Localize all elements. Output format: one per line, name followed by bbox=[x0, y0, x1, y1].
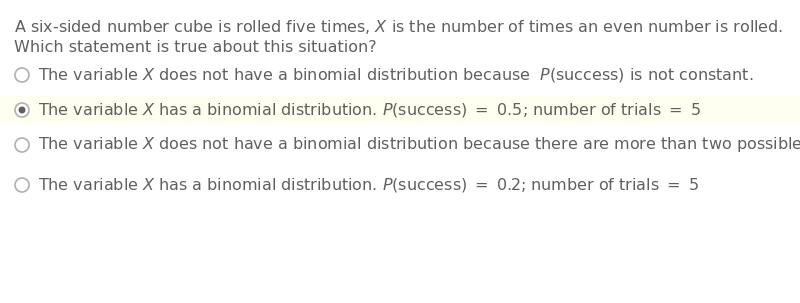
Text: The variable $\it{X}$ does not have a binomial distribution because there are mo: The variable $\it{X}$ does not have a bi… bbox=[38, 135, 800, 155]
Circle shape bbox=[18, 106, 26, 114]
Bar bbox=[0, 96, 800, 124]
Text: The variable $\it{X}$ has a binomial distribution. $\it{P}$(success) $=$ 0.5; nu: The variable $\it{X}$ has a binomial dis… bbox=[38, 101, 701, 119]
Text: The variable $\it{X}$ does not have a binomial distribution because  $\it{P}$(su: The variable $\it{X}$ does not have a bi… bbox=[38, 66, 754, 84]
Circle shape bbox=[15, 138, 29, 152]
Circle shape bbox=[15, 68, 29, 82]
Circle shape bbox=[15, 178, 29, 192]
Text: Which statement is true about this situation?: Which statement is true about this situa… bbox=[14, 40, 377, 55]
Text: A six-sided number cube is rolled five times, $\it{X}$ is the number of times an: A six-sided number cube is rolled five t… bbox=[14, 18, 783, 36]
Circle shape bbox=[15, 103, 29, 117]
Text: The variable $\it{X}$ has a binomial distribution. $\it{P}$(success) $=$ 0.2; nu: The variable $\it{X}$ has a binomial dis… bbox=[38, 176, 699, 194]
